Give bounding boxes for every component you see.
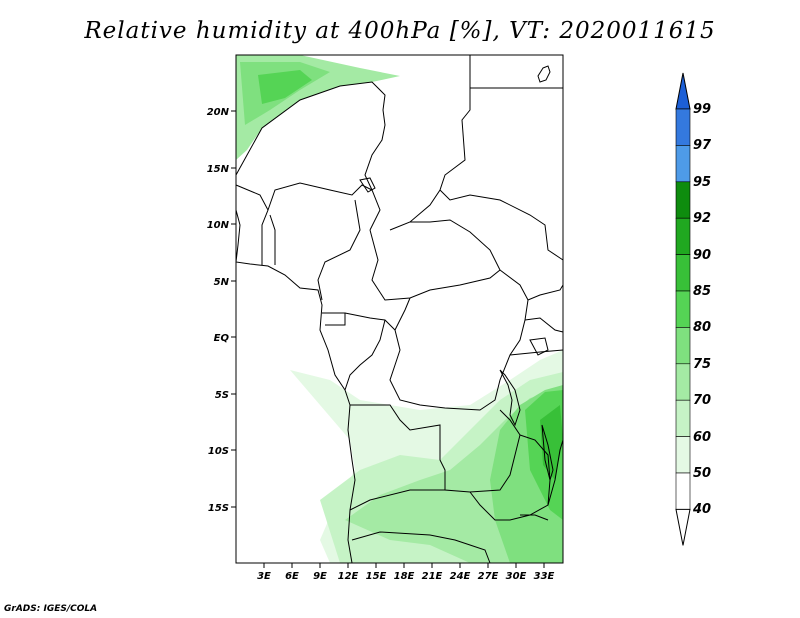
lat-tick-label: 10N: [207, 220, 230, 231]
map-title: Relative humidity at 400hPa [%], VT: 202…: [84, 18, 716, 44]
lat-tick-label: EQ: [214, 333, 230, 344]
colorbar-label: 70: [693, 393, 711, 408]
border-segment-8: [369, 219, 501, 301]
border-segment-5: [267, 182, 373, 211]
border-segment-19: [519, 434, 551, 506]
coastline-west-africa: [235, 209, 356, 564]
colorbar-swatch: [675, 508, 691, 546]
lon-tick-label: 27E: [478, 571, 499, 582]
lat-tick-label: 20N: [207, 107, 230, 118]
border-segment-11: [322, 312, 346, 326]
colorbar-label: 50: [693, 466, 711, 481]
lon-tick-label: 21E: [422, 571, 443, 582]
border-segment-7: [317, 199, 361, 301]
colorbar-swatch: [675, 436, 691, 474]
border-segment-1: [235, 81, 386, 231]
colorbar-label: 75: [693, 357, 711, 372]
lon-tick-marks: [263, 563, 545, 568]
colorbar-swatch: [675, 327, 691, 365]
colorbar-swatch: [675, 254, 691, 292]
colorbar-swatch: [675, 145, 691, 183]
colorbar-swatch: [675, 363, 691, 401]
colorbar-label: 97: [693, 138, 712, 153]
lat-tick-label: 10S: [208, 446, 229, 457]
border-segment-16: [349, 489, 445, 511]
lat-tick-label: 15S: [208, 503, 229, 514]
island-1: [537, 65, 551, 83]
colorbar-label: 60: [693, 430, 711, 445]
humidity-patch-nw-inner: [258, 70, 312, 104]
lat-tick-label: 15N: [207, 164, 230, 175]
colorbar-label: 90: [693, 248, 711, 263]
colorbar-label: 80: [693, 320, 711, 335]
border-segment-21: [509, 349, 564, 356]
colorbar-label: 92: [693, 211, 711, 226]
country-borders: [235, 55, 564, 564]
colorbar-swatch: [675, 399, 691, 437]
lake-outline-4: [520, 514, 549, 521]
humidity-field: [236, 55, 563, 563]
lon-tick-label: 30E: [506, 571, 527, 582]
colorbar-swatch: [675, 181, 691, 219]
lon-tick-label: 6E: [285, 571, 299, 582]
lon-tick-label: 24E: [450, 571, 471, 582]
lake-outline-2: [529, 337, 549, 356]
colorbar-swatch: [675, 217, 691, 255]
border-segment-2: [389, 55, 471, 231]
border-segment-6: [269, 214, 276, 265]
lat-tick-label: 5S: [215, 390, 229, 401]
lon-tick-label: 18E: [394, 571, 415, 582]
colorbar-swatch: [675, 108, 691, 146]
lake-outline-3: [541, 424, 554, 482]
colorbar-label: 99: [693, 102, 711, 117]
lat-tick-label: 5N: [214, 277, 230, 288]
border-segment-13: [344, 319, 386, 391]
colorbar-swatch: [675, 472, 691, 510]
colorbar-label: 85: [693, 284, 711, 299]
lon-tick-label: 33E: [534, 571, 555, 582]
lat-tick-marks: [231, 110, 236, 508]
border-segment-12: [344, 297, 411, 331]
colorbar-labels: 99 97 95 92 90 85 80 75 70 60 50 40: [692, 102, 712, 517]
lake-outline-1: [499, 369, 521, 427]
lon-tick-labels: 3E 6E 9E 12E 15E 18E 21E 24E 27E 30E 33E: [257, 571, 554, 582]
grads-credit: GrADS: IGES/COLA: [4, 604, 98, 614]
colorbar-swatch: [675, 290, 691, 328]
lon-tick-label: 12E: [338, 571, 359, 582]
border-segment-10: [499, 269, 564, 301]
colorbar-swatches: [675, 72, 691, 546]
colorbar-label: 40: [692, 502, 711, 517]
border-segment-4: [235, 184, 269, 265]
border-segment-9: [439, 189, 564, 261]
colorbar-label: 95: [693, 175, 711, 190]
border-segment-17: [351, 531, 491, 564]
lat-tick-labels: 20N 15N 10N 5N EQ 5S 10S 15S: [207, 107, 230, 514]
map-frame: [235, 54, 564, 564]
lon-tick-label: 9E: [313, 571, 327, 582]
lon-tick-label: 15E: [366, 571, 387, 582]
border-segment-20: [524, 317, 564, 333]
colorbar: 99 97 95 92 90 85 80 75 70 60 50 40: [675, 72, 712, 546]
lon-tick-label: 3E: [257, 571, 271, 582]
border-segment-14: [389, 299, 529, 411]
lake-outline-5: [359, 177, 376, 193]
colorbar-swatch: [675, 72, 691, 110]
